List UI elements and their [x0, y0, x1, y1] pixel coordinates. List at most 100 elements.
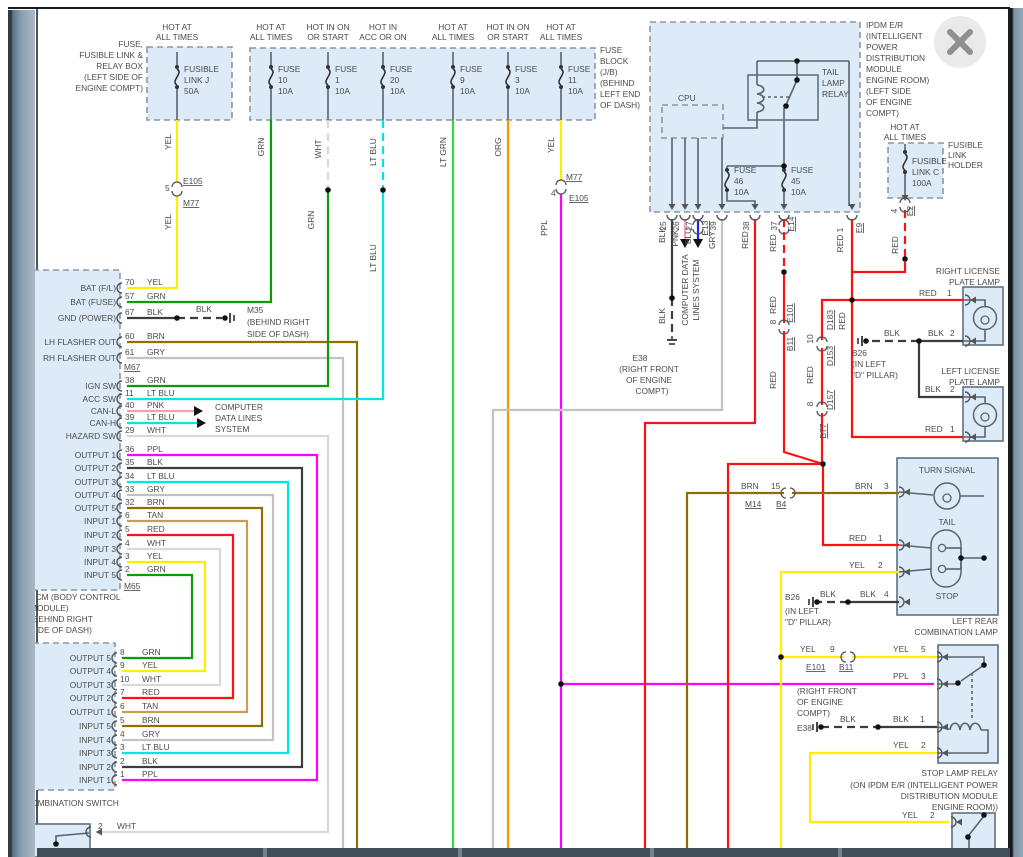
- diagram-label: D183: [825, 310, 835, 330]
- pin-cup: [111, 679, 118, 691]
- diagram-label: BLK: [860, 589, 876, 599]
- diagram-label: 38: [125, 375, 135, 385]
- junction-dot: [863, 338, 869, 344]
- diagram-label: 5: [921, 644, 926, 654]
- diagram-label: RED: [919, 288, 937, 298]
- diagram-label: RED: [740, 231, 750, 249]
- diagram-label: BCM (BODY CONTROL: [30, 592, 121, 602]
- diagram-label: LINK J: [184, 75, 209, 85]
- diagram-label: COMPUTER: [215, 402, 263, 412]
- wire-arrow: [681, 204, 689, 210]
- wire-gry: [491, 219, 724, 848]
- fuse-terminal: [506, 85, 510, 89]
- fuse-block-jb: [249, 47, 596, 121]
- pin-cup: [964, 294, 971, 306]
- diagram-label: ALL TIMES: [884, 132, 927, 142]
- diagram-label: E38: [633, 353, 648, 363]
- diagram-label: HOT IN: [369, 22, 397, 32]
- pin-cup: [116, 476, 123, 488]
- connector-symbol: [816, 410, 828, 417]
- wire-gry: [127, 356, 345, 848]
- diagram-label: E2: [905, 206, 915, 217]
- diagram-label: (IN LEFT: [785, 606, 819, 616]
- diagram-label: LT BLU: [147, 388, 175, 398]
- wire-gry: [122, 493, 275, 742]
- wire-wht: [96, 434, 330, 834]
- diagram-label: M35: [247, 305, 264, 315]
- wire-yel: [779, 570, 899, 848]
- diagram-label: INPUT 2: [84, 530, 116, 540]
- wire-ppl: [122, 453, 319, 782]
- wire-arrow: [904, 541, 910, 549]
- diagram-label: BLU: [683, 228, 693, 244]
- diagram-label: HAZARD SW: [66, 431, 116, 441]
- close-button[interactable]: [934, 16, 986, 68]
- fuse-terminal: [725, 188, 729, 192]
- diagram-label: SIDE OF DASH): [30, 625, 92, 635]
- diagram-label: 8: [768, 319, 778, 324]
- junction-dot: [814, 599, 820, 605]
- diagram-label: YEL: [163, 134, 173, 150]
- diagram-label: (BEHIND: [600, 78, 634, 88]
- diagram-label: HOT IN ON: [486, 22, 529, 32]
- diagram-label: 1: [120, 769, 125, 779]
- diagram-label: COMPT): [797, 708, 830, 718]
- diagram-label: FUSIBLE: [948, 140, 983, 150]
- diagram-label: RELAY: [822, 89, 849, 99]
- pin-cup: [898, 486, 905, 498]
- diagram-label: M67: [124, 362, 141, 372]
- wire-arrow: [780, 204, 788, 210]
- diagram-label: FUSIBLE: [184, 64, 219, 74]
- diagram-label: TAIL: [822, 67, 839, 77]
- fuse-symbol: [902, 153, 908, 171]
- junction-dot: [981, 555, 987, 561]
- diagram-label: 1: [335, 75, 340, 85]
- stop-lamp-relay-box: [937, 644, 999, 764]
- diagram-label: BRN: [142, 715, 160, 725]
- pin-cup: [111, 706, 118, 718]
- diagram-label: ENGINE COMPT): [76, 83, 144, 93]
- diagram-label: 45: [791, 176, 801, 186]
- left-edge-panel: [8, 10, 35, 857]
- diagram-label: OF ENGINE: [866, 97, 912, 107]
- diagram-label: LEFT REAR: [952, 616, 998, 626]
- diagram-label: 2: [930, 810, 935, 820]
- bottom-bar[interactable]: [37, 848, 1010, 857]
- fuse-symbol: [724, 171, 730, 189]
- diagram-label: GRN: [147, 291, 166, 301]
- diagram-label: 2: [950, 328, 955, 338]
- wire-ltblu: [122, 480, 290, 755]
- diagram-label: FUSE: [390, 64, 413, 74]
- diagram-label: WHT: [117, 821, 136, 831]
- diagram-label: 2: [878, 560, 883, 570]
- diagram-label: OUTPUT 2: [70, 693, 112, 703]
- diagram-label: 33: [125, 484, 135, 494]
- relay-coil-symbol: [756, 84, 765, 113]
- diagram-label: 38: [741, 221, 751, 231]
- diagram-label: RED: [925, 424, 943, 434]
- connector-symbol: [789, 487, 796, 499]
- diagram-label: HOT AT: [162, 22, 191, 32]
- diagram-label: FUSE: [460, 64, 483, 74]
- diagram-label: RED: [837, 312, 847, 330]
- pin-cup: [679, 214, 691, 221]
- diagram-label: YEL: [893, 740, 909, 750]
- diagram-label: YEL: [163, 214, 173, 230]
- diagram-label: E105: [569, 193, 589, 203]
- diagram-label: 5: [120, 715, 125, 725]
- diagram-label: RED: [768, 371, 778, 389]
- diagram-label: INPUT 5: [79, 721, 111, 731]
- diagram-label: 10A: [460, 86, 475, 96]
- diagram-label: 61: [125, 347, 135, 357]
- wire-sym: [726, 190, 756, 206]
- diagram-label: LT BLU: [147, 471, 175, 481]
- diagram-label: PPL: [142, 769, 158, 779]
- fuse-terminal: [381, 85, 385, 89]
- diagram-label: OF ENGINE: [797, 697, 843, 707]
- diagram-label: BRN: [855, 481, 873, 491]
- diagram-label: INPUT 1: [79, 775, 111, 785]
- diagram-label: STOP LAMP RELAY: [921, 768, 998, 778]
- diagram-label: BLK: [928, 328, 944, 338]
- diagram-label: 9: [460, 75, 465, 85]
- diagram-label: 3: [120, 742, 125, 752]
